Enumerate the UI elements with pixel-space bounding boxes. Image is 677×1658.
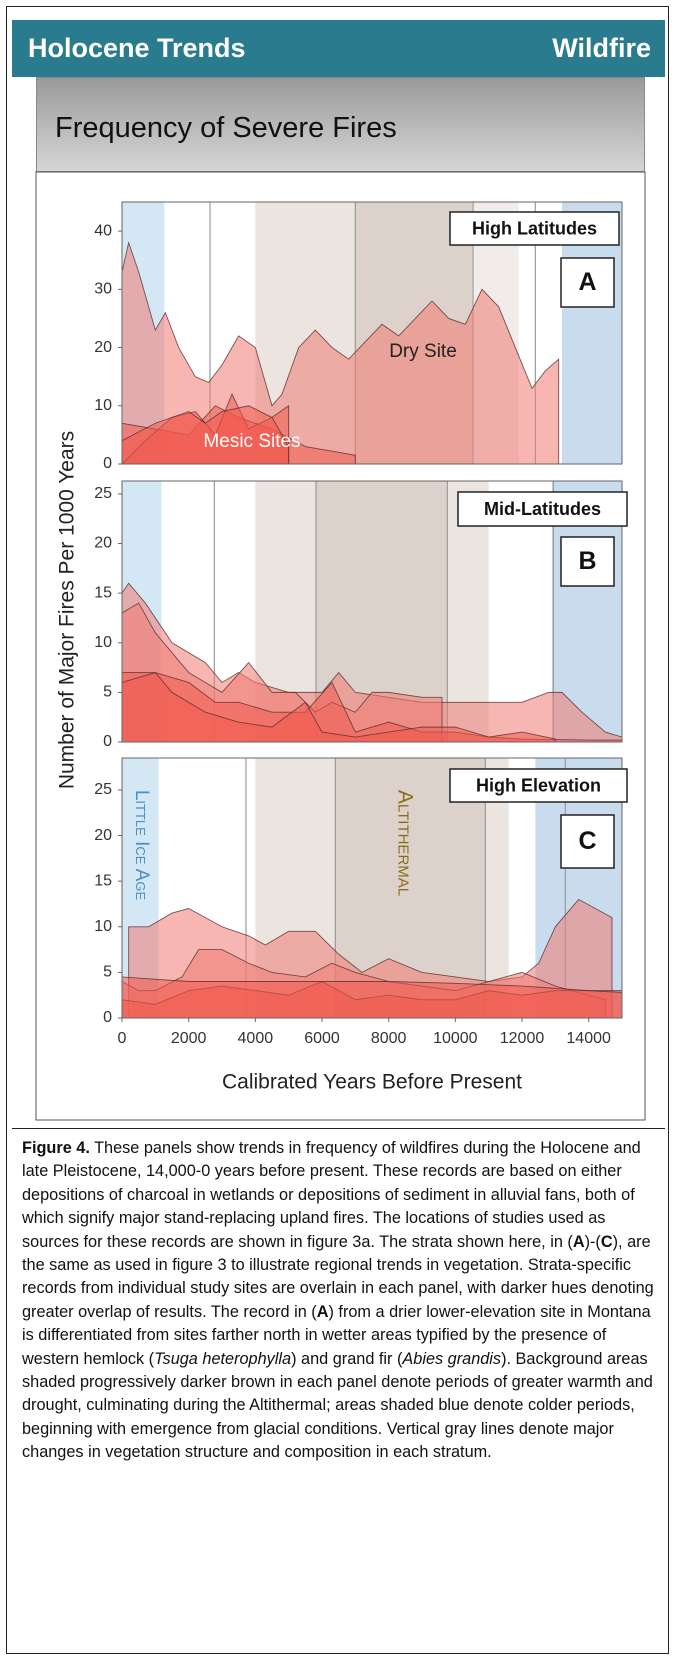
x-tick-label: 4000: [238, 1030, 274, 1047]
header-bar: Holocene Trends Wildfire: [12, 20, 665, 77]
caption-text: )-(: [584, 1232, 601, 1251]
annotation: Dry Site: [389, 341, 457, 362]
caption-label: Figure 4.: [22, 1139, 90, 1157]
figure: Number of Major Fires Per 1000 Years Cal…: [35, 171, 646, 1121]
page-border: [6, 6, 669, 1654]
fire-area: [121, 405, 290, 465]
header-right: Wildfire: [552, 33, 651, 63]
panel-letter-box: [560, 536, 615, 587]
panel-title-box: [449, 768, 628, 803]
banner: Frequency of Severe Fires: [36, 77, 645, 172]
caption-ref: A: [572, 1232, 585, 1251]
y-tick-label: 40: [94, 222, 112, 239]
caption: Figure 4. These panels show trends in fr…: [12, 1128, 665, 1650]
caption-text: These panels show trends in frequency of…: [22, 1139, 641, 1251]
panel-title: Mid-Latitudes: [484, 499, 601, 519]
y-tick-label: 20: [94, 339, 112, 356]
y-tick-label: 0: [103, 455, 112, 472]
y-tick-label: 20: [94, 827, 112, 844]
panel-title: High Elevation: [476, 775, 601, 795]
y-tick-label: 30: [94, 281, 112, 298]
x-tick-label: 12000: [500, 1030, 545, 1047]
annotation: Mesic Sites: [203, 431, 300, 452]
y-tick-label: 10: [94, 918, 112, 935]
x-tick-label: 14000: [566, 1030, 611, 1047]
panel-title-box: [457, 491, 628, 527]
panel-letter: A: [578, 268, 596, 296]
y-tick-label: 15: [94, 872, 112, 889]
panel-letter-box: [560, 814, 615, 869]
caption-text: ) and grand fir (: [291, 1349, 403, 1368]
plot-border: [121, 757, 623, 1019]
y-tick-label: 5: [103, 964, 112, 981]
x-axis-label: Calibrated Years Before Present: [222, 1071, 522, 1094]
y-tick-label: 10: [94, 397, 112, 414]
x-tick-label: 0: [118, 1030, 127, 1047]
caption-ref: A: [316, 1302, 329, 1321]
caption-text: ) from a drier lower-elevation site in M…: [22, 1302, 651, 1368]
panel-title-box: [449, 211, 620, 246]
plot-border: [121, 480, 623, 743]
y-tick-label: 0: [103, 733, 112, 750]
panel-title: High Latitudes: [472, 218, 597, 238]
y-tick-label: 10: [94, 634, 112, 651]
period-shading: [485, 758, 509, 1018]
caption-ref: C: [600, 1232, 613, 1251]
panel-letter-box: [560, 257, 615, 308]
y-tick-label: 20: [94, 535, 112, 552]
fire-area: [121, 672, 556, 743]
y-tick-label: 5: [103, 684, 112, 701]
x-tick-label: 2000: [171, 1030, 207, 1047]
caption-species: Abies grandis: [402, 1349, 502, 1368]
x-tick-label: 8000: [371, 1030, 407, 1047]
panel-letter: B: [578, 547, 596, 575]
y-axis-label: Number of Major Fires Per 1000 Years: [56, 431, 79, 789]
annotation: Altithermal: [393, 790, 416, 896]
header-left: Holocene Trends: [28, 33, 246, 63]
caption-text: ). Background areas shaded progressively…: [22, 1349, 653, 1462]
y-tick-label: 25: [94, 781, 112, 798]
x-tick-label: 10000: [433, 1030, 478, 1047]
y-tick-label: 25: [94, 485, 112, 502]
caption-text: ), are the same as used in figure 3 to i…: [22, 1232, 654, 1321]
annotation: Little Ice Age: [131, 790, 152, 901]
y-tick-label: 15: [94, 584, 112, 601]
caption-species: Tsuga heterophylla: [154, 1349, 292, 1368]
banner-title: Frequency of Severe Fires: [55, 112, 397, 144]
plot-border: [121, 201, 623, 465]
x-tick-label: 6000: [304, 1030, 340, 1047]
y-tick-label: 0: [103, 1009, 112, 1026]
panel-letter: C: [578, 827, 596, 855]
